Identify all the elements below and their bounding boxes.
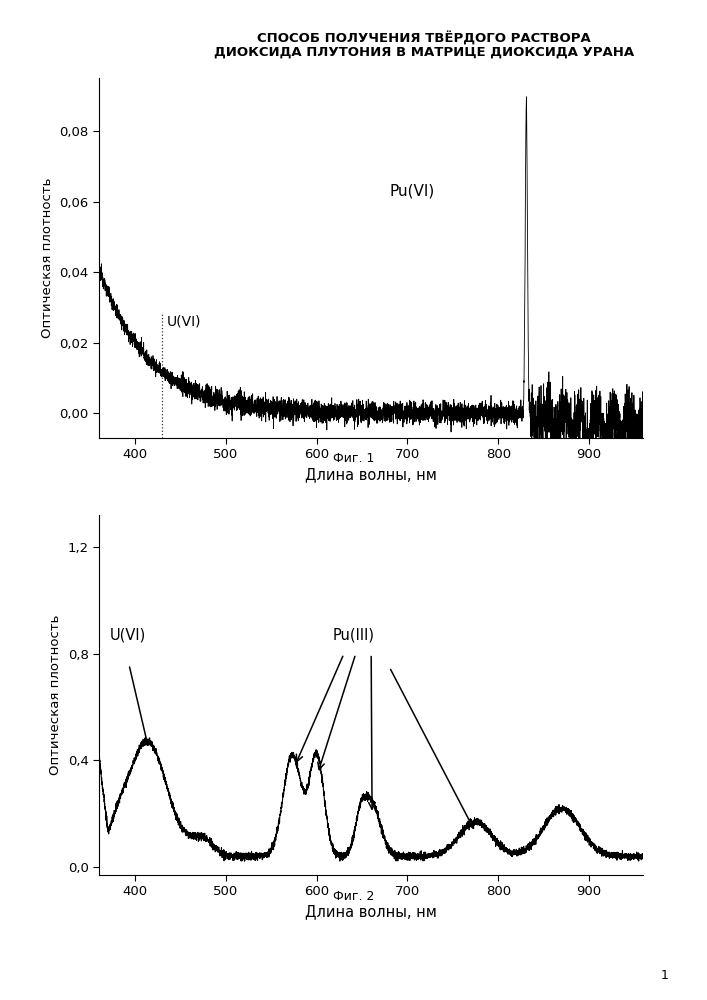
Text: Pu(VI): Pu(VI) [390, 183, 435, 198]
X-axis label: Длина волны, нм: Длина волны, нм [305, 467, 437, 482]
Text: ДИОКСИДА ПЛУТОНИЯ В МАТРИЦЕ ДИОКСИДА УРАНА: ДИОКСИДА ПЛУТОНИЯ В МАТРИЦЕ ДИОКСИДА УРА… [214, 46, 634, 59]
Text: Фиг. 2: Фиг. 2 [333, 890, 374, 903]
Text: 1: 1 [660, 969, 668, 982]
Text: U(VI): U(VI) [110, 628, 146, 643]
Text: Фиг. 1: Фиг. 1 [333, 452, 374, 465]
Y-axis label: Оптическая плотность: Оптическая плотность [40, 178, 54, 338]
Y-axis label: Оптическая плотность: Оптическая плотность [49, 615, 62, 775]
Text: СПОСОБ ПОЛУЧЕНИЯ ТВЁРДОГО РАСТВОРА: СПОСОБ ПОЛУЧЕНИЯ ТВЁРДОГО РАСТВОРА [257, 32, 591, 46]
X-axis label: Длина волны, нм: Длина волны, нм [305, 904, 437, 919]
Text: Pu(III): Pu(III) [333, 628, 375, 643]
Text: U(VI): U(VI) [167, 315, 201, 329]
